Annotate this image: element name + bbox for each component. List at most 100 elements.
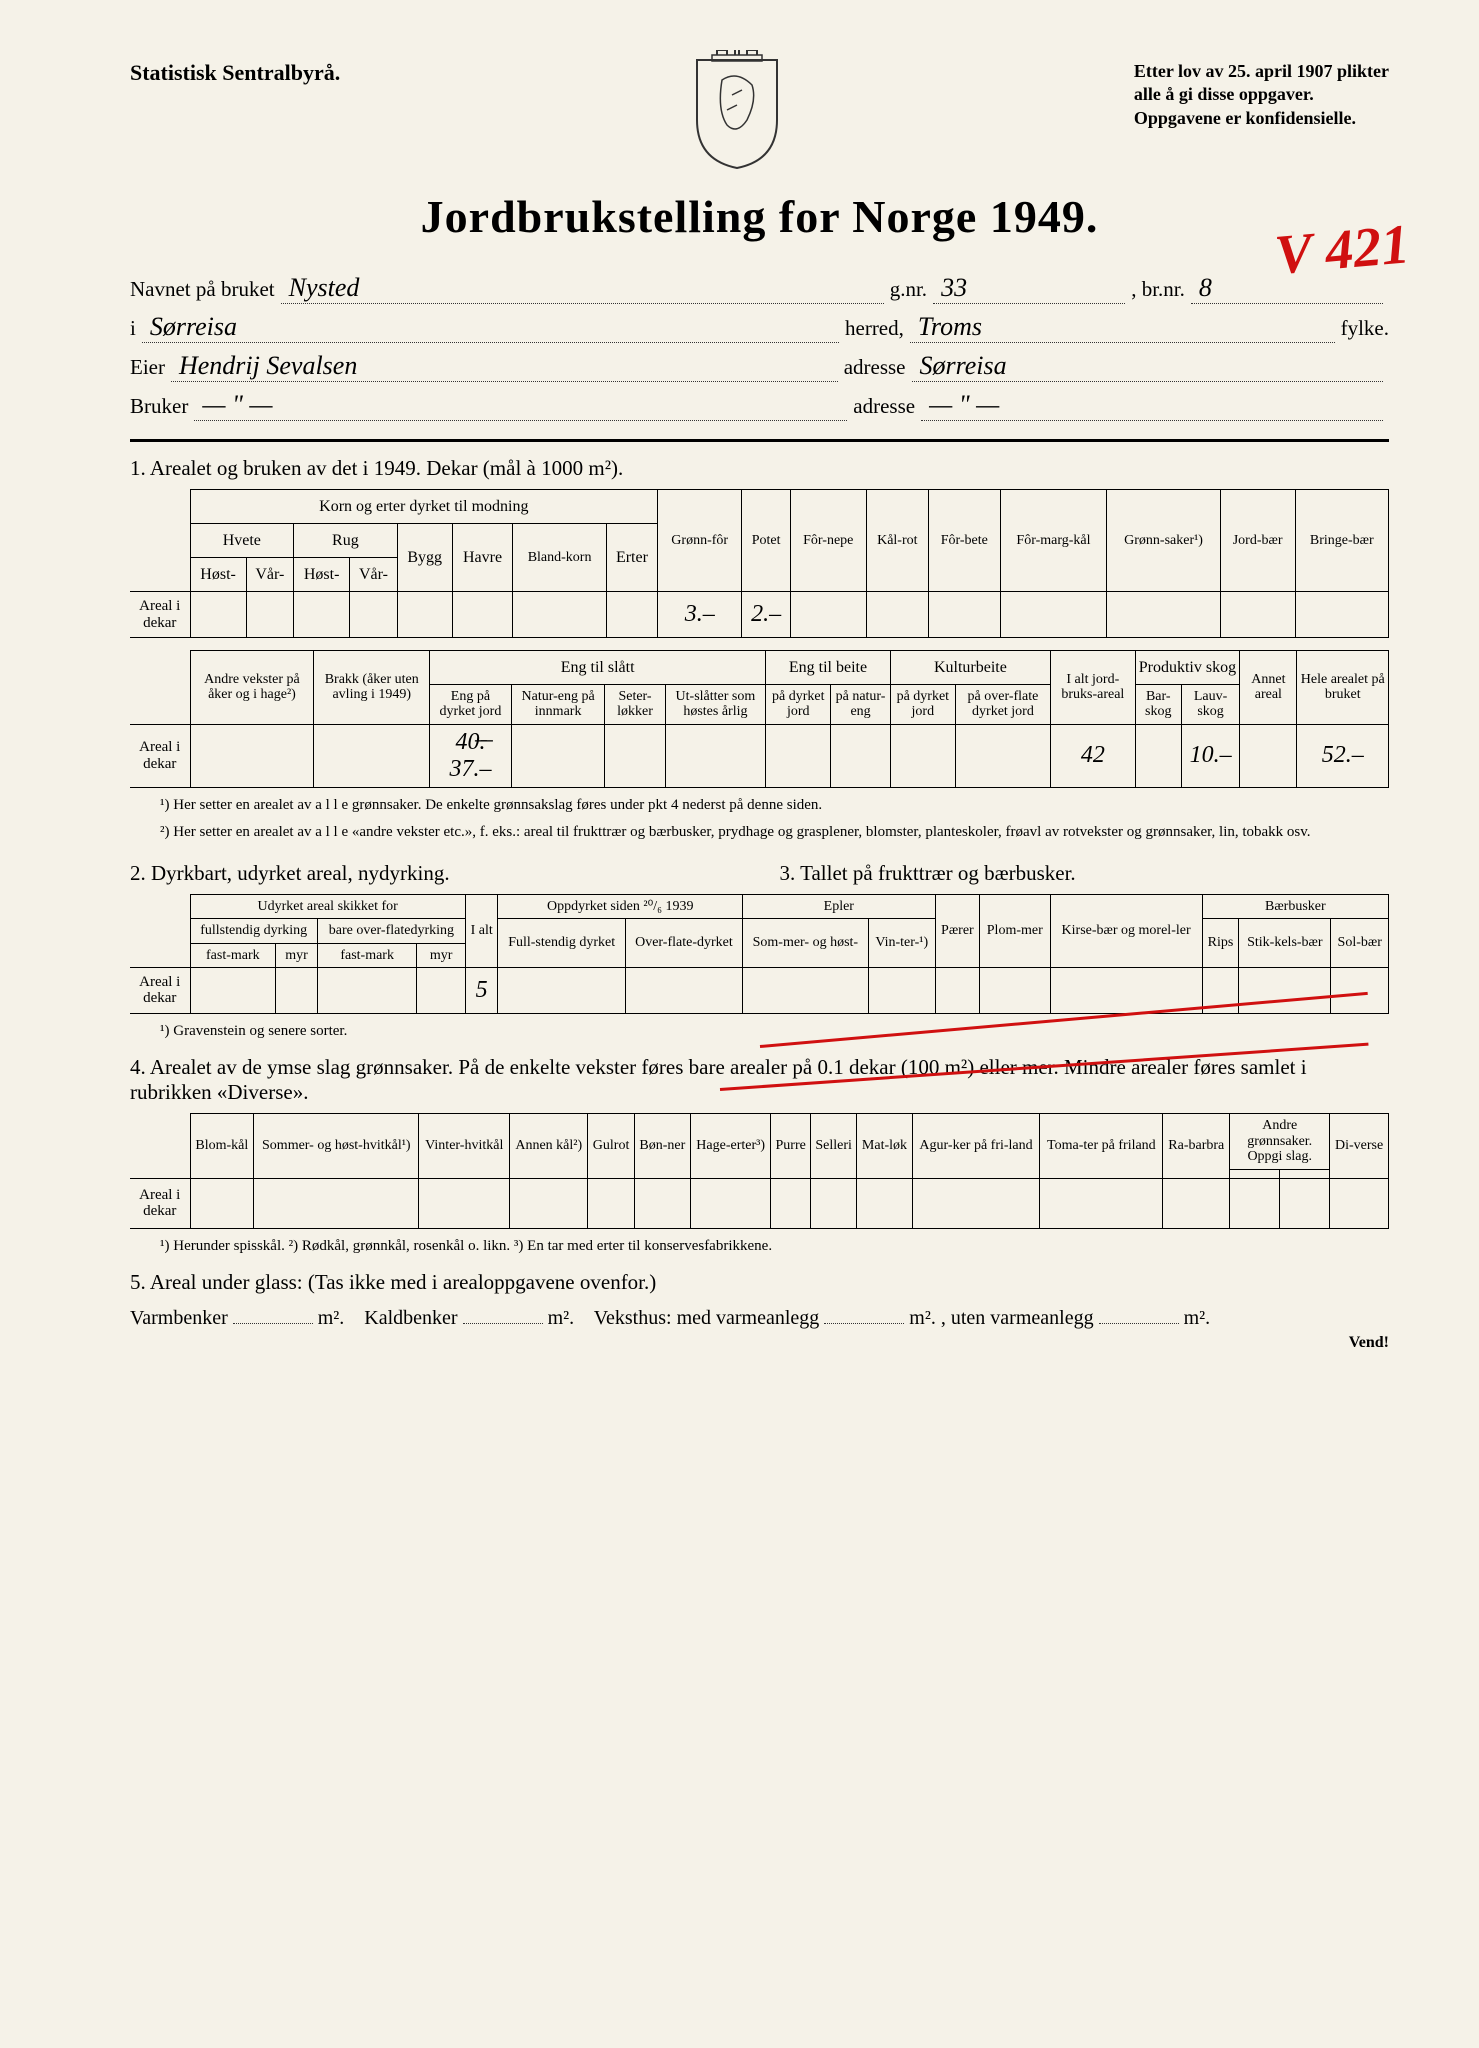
- value-i: Sørreisa: [142, 312, 839, 343]
- footnote-2: ²) Her setter en arealet av a l l e «and…: [160, 823, 1389, 843]
- h-hele: Hele arealet på bruket: [1297, 651, 1389, 725]
- h-vinterkal: Vinter-hvitkål: [419, 1114, 510, 1178]
- h-bonner: Bøn-ner: [634, 1114, 690, 1178]
- form-line-herred: i Sørreisa herred, Troms fylke.: [130, 312, 1389, 343]
- h-purre: Purre: [771, 1114, 811, 1178]
- v-ialt: 42: [1051, 724, 1136, 787]
- h-paoverflate: på over-flate dyrket jord: [955, 685, 1050, 725]
- h-rabarbra: Ra-barbra: [1163, 1114, 1230, 1178]
- h-udyrket: Udyrket areal skikket for: [190, 894, 465, 918]
- label-brnr: , br.nr.: [1131, 277, 1185, 302]
- h-andre4: Andre grønnsaker. Oppgi slag.: [1230, 1114, 1330, 1169]
- h-kalrot: Kål-rot: [866, 490, 929, 592]
- label-adresse2: adresse: [853, 394, 915, 419]
- table-1a: Korn og erter dyrket til modning Grønn-f…: [130, 489, 1389, 638]
- h-baerbusker: Bærbusker: [1202, 894, 1388, 918]
- form-line-bruker: Bruker — " — adresse — " —: [130, 390, 1389, 421]
- v-ialt2: 5: [465, 967, 498, 1013]
- label-adresse1: adresse: [844, 355, 906, 380]
- h-engbeite: Eng til beite: [766, 651, 891, 685]
- footnote-s2: ¹) Gravenstein og senere sorter.: [160, 1022, 1389, 1042]
- h-hageerter: Hage-erter³): [690, 1114, 770, 1178]
- h-padyrket2: på dyrket jord: [890, 685, 955, 725]
- law-line-2: alle å gi disse oppgaver.: [1134, 83, 1389, 106]
- value-fylke: Troms: [910, 312, 1335, 343]
- h-formargkal: Fôr-marg-kål: [1000, 490, 1107, 592]
- h-forbete: Fôr-bete: [929, 490, 1000, 592]
- h-ialt2: I alt: [465, 894, 498, 967]
- section-3-title: 3. Tallet på frukttrær og bærbusker.: [780, 861, 1390, 886]
- row-label-23: Areal i dekar: [130, 967, 190, 1013]
- label-herred: herred,: [845, 316, 904, 341]
- vend-text: Vend!: [130, 1334, 1389, 1352]
- lbl-varmbenker: Varmbenker: [130, 1307, 228, 1329]
- row-label-4: Areal i dekar: [130, 1178, 190, 1228]
- h-annenkal: Annen kål²): [510, 1114, 588, 1178]
- m2-3: m².: [909, 1307, 936, 1329]
- h-matlok: Mat-løk: [857, 1114, 912, 1178]
- h-agurker: Agur-ker på fri-land: [912, 1114, 1040, 1178]
- lbl-veksthus: Veksthus: med varmeanlegg: [594, 1307, 820, 1329]
- h-panatureng: på natur-eng: [831, 685, 890, 725]
- section-5-title: 5. Areal under glass: (Tas ikke med i ar…: [130, 1270, 1389, 1295]
- h-host2: Høst-: [294, 558, 350, 592]
- h-annet: Annet areal: [1240, 651, 1297, 725]
- h-myr1: myr: [276, 943, 318, 967]
- footnote-s4: ¹) Herunder spisskål. ²) Rødkål, grønnkå…: [160, 1237, 1389, 1257]
- h-engslatt: Eng til slått: [430, 651, 766, 685]
- h-epler: Epler: [742, 894, 935, 918]
- header: Statistisk Sentralbyrå. Etter lov av 25.…: [130, 60, 1389, 170]
- h-fast1: fast-mark: [190, 943, 276, 967]
- h-stikkels: Stik-kels-bær: [1239, 919, 1331, 968]
- document-page: V 421 Statistisk Sentralbyrå. Etter lov …: [0, 0, 1479, 2048]
- glass-line: Varmbenker m². Kaldbenker m². Veksthus: …: [130, 1307, 1389, 1330]
- h-oppdyrket: Oppdyrket siden ²⁰/₆ 1939: [498, 894, 742, 918]
- h-prodskog: Produktiv skog: [1135, 651, 1240, 685]
- table-4: Blom-kål Sommer- og høst-hvitkål¹) Vinte…: [130, 1113, 1389, 1228]
- law-text: Etter lov av 25. april 1907 plikter alle…: [1134, 60, 1389, 130]
- h-utslatter: Ut-slåtter som høstes årlig: [665, 685, 766, 725]
- h-havre: Havre: [452, 524, 513, 592]
- label-eier: Eier: [130, 355, 165, 380]
- h-paerer: Pærer: [935, 894, 979, 967]
- lbl-kaldbenker: Kaldbenker: [364, 1307, 457, 1329]
- value-eier: Hendrij Sevalsen: [171, 351, 838, 382]
- h-vinter: Vin-ter-¹): [868, 919, 935, 968]
- v-lauv: 10.–: [1181, 724, 1239, 787]
- value-adresse2: — " —: [921, 390, 1383, 421]
- h-natureng: Natur-eng på innmark: [511, 685, 605, 725]
- v-potet: 2.–: [742, 592, 791, 638]
- lbl-uten: , uten varmeanlegg: [941, 1307, 1094, 1329]
- table-1b: Andre vekster på åker og i hage²) Brakk …: [130, 650, 1389, 788]
- h-fast2: fast-mark: [317, 943, 416, 967]
- h-kirse: Kirse-bær og morel-ler: [1050, 894, 1202, 967]
- h-blandkorn: Bland-korn: [513, 524, 606, 592]
- h-bygg: Bygg: [397, 524, 452, 592]
- section-2-title: 2. Dyrkbart, udyrket areal, nydyrking.: [130, 861, 740, 886]
- section-1-title: 1. Arealet og bruken av det i 1949. Deka…: [130, 456, 1389, 481]
- v-engdyrket: 40̶.̶ 37.–: [430, 724, 512, 787]
- value-gnr: 33: [933, 273, 1125, 304]
- h-overd: Over-flate-dyrket: [625, 919, 742, 968]
- h-plommer: Plom-mer: [980, 894, 1050, 967]
- value-bruker: — " —: [194, 390, 847, 421]
- h-gronnsaker: Grønn-saker¹): [1107, 490, 1220, 592]
- h-erter: Erter: [606, 524, 657, 592]
- red-annotation: V 421: [1273, 219, 1411, 281]
- h-var2: Vår-: [350, 558, 397, 592]
- label-gnr: g.nr.: [890, 277, 927, 302]
- m2-1: m².: [318, 1307, 345, 1329]
- section-4-title: 4. Arealet av de ymse slag grønnsaker. P…: [130, 1055, 1389, 1105]
- form-line-name: Navnet på bruket Nysted g.nr. 33 , br.nr…: [130, 273, 1389, 304]
- h-tomater: Toma-ter på friland: [1040, 1114, 1163, 1178]
- h-lauvskog: Lauv-skog: [1181, 685, 1239, 725]
- divider: [130, 439, 1389, 442]
- h-solbaer: Sol-bær: [1331, 919, 1389, 968]
- h-barskog: Bar-skog: [1135, 685, 1181, 725]
- h-bringebaer: Bringe-bær: [1295, 490, 1388, 592]
- label-fylke: fylke.: [1341, 316, 1389, 341]
- page-title: Jordbrukstelling for Norge 1949.: [130, 190, 1389, 243]
- law-line-1: Etter lov av 25. april 1907 plikter: [1134, 60, 1389, 83]
- h-rips: Rips: [1202, 919, 1239, 968]
- h-bare: bare over-flatedyrking: [317, 919, 465, 943]
